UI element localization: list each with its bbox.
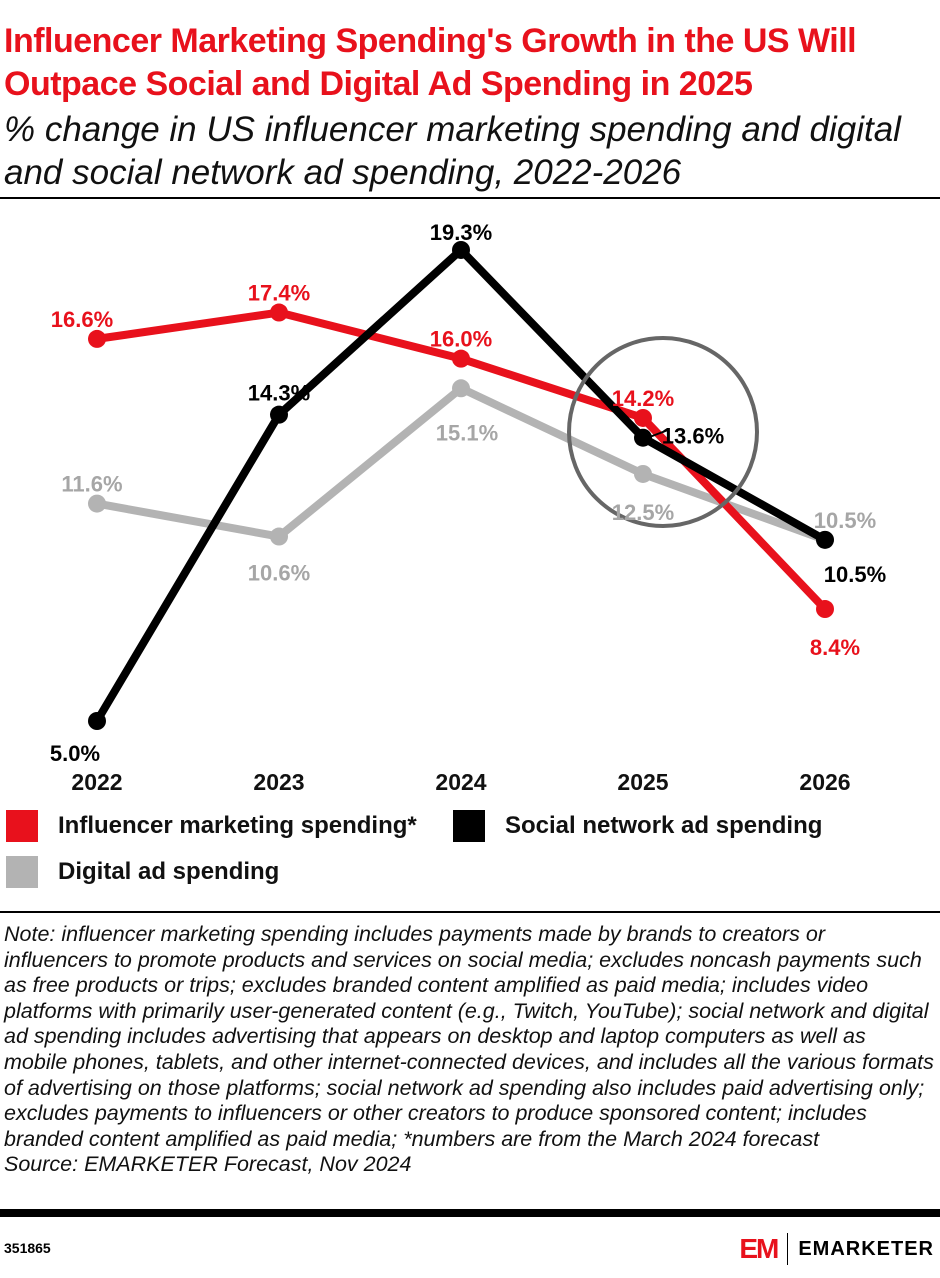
data-label: 5.0% (50, 741, 100, 766)
data-point (88, 329, 106, 348)
data-label: 10.5% (814, 508, 876, 533)
data-label: 10.5% (824, 562, 886, 587)
legend-swatch (453, 810, 485, 842)
legend-label: Social network ad spending (505, 812, 823, 839)
legend-label: Influencer marketing spending* (58, 812, 417, 839)
data-label: 14.3% (248, 381, 310, 406)
label-leader (646, 429, 669, 439)
x-tick-label: 2023 (253, 769, 304, 795)
chart-title: Influencer Marketing Spending's Growth i… (4, 22, 857, 103)
x-tick-label: 2022 (71, 769, 122, 795)
legend-label: Digital ad spending (58, 858, 280, 885)
logo-brand: EMARKETER (798, 1237, 934, 1260)
data-label: 10.6% (248, 561, 310, 586)
legend-swatch (6, 856, 38, 888)
data-point (816, 600, 834, 619)
divider (0, 911, 940, 913)
data-point (634, 408, 652, 427)
line-chart: 11.6% 10.6% 15.1% 12.5% 10.5% 16.6% 17.4% 16.0%… (50, 220, 886, 795)
data-label: 15.1% (436, 420, 498, 445)
data-point (270, 303, 288, 322)
data-label: 16.6% (51, 307, 113, 332)
data-label: 8.4% (810, 635, 860, 660)
data-point (88, 494, 106, 513)
data-point (270, 527, 288, 546)
data-point (634, 464, 652, 483)
highlight-circle (567, 336, 759, 528)
data-label: 12.5% (612, 500, 674, 525)
note-text: Note: influencer marketing spending incl… (4, 922, 934, 1151)
chart-id: 351865 (4, 1240, 51, 1256)
chart-note: Note: influencer marketing spending incl… (4, 922, 934, 1178)
emarketer-logo: EM EMARKETER (739, 1233, 934, 1265)
legend-item-digital: Digital ad spending (6, 856, 279, 888)
legend-swatch (6, 810, 38, 842)
logo-mark: EM (739, 1233, 779, 1264)
data-point (452, 349, 470, 368)
data-label: 14.2% (612, 386, 674, 411)
legend-item-influencer: Influencer marketing spending* (6, 810, 417, 842)
data-label: 13.6% (662, 424, 724, 449)
data-label: 17.4% (248, 281, 310, 306)
x-tick-label: 2026 (799, 769, 850, 795)
data-point (816, 530, 834, 549)
data-point (88, 712, 106, 730)
data-point (452, 379, 470, 398)
chart-subtitle: % change in US influencer marketing spen… (4, 110, 901, 192)
data-label: 19.3% (430, 220, 492, 245)
source-text: Source: EMARKETER Forecast, Nov 2024 (4, 1152, 412, 1177)
divider (0, 197, 940, 199)
divider (0, 1209, 940, 1217)
data-point (452, 240, 470, 259)
data-label: 11.6% (61, 472, 122, 497)
legend-item-social: Social network ad spending (453, 810, 822, 842)
logo-divider (787, 1233, 789, 1265)
x-tick-label: 2024 (435, 769, 486, 795)
series-line-2 (96, 384, 827, 544)
data-point (270, 405, 288, 424)
x-tick-label: 2025 (617, 769, 668, 795)
data-label: 16.0% (430, 327, 492, 352)
data-point (634, 428, 652, 447)
